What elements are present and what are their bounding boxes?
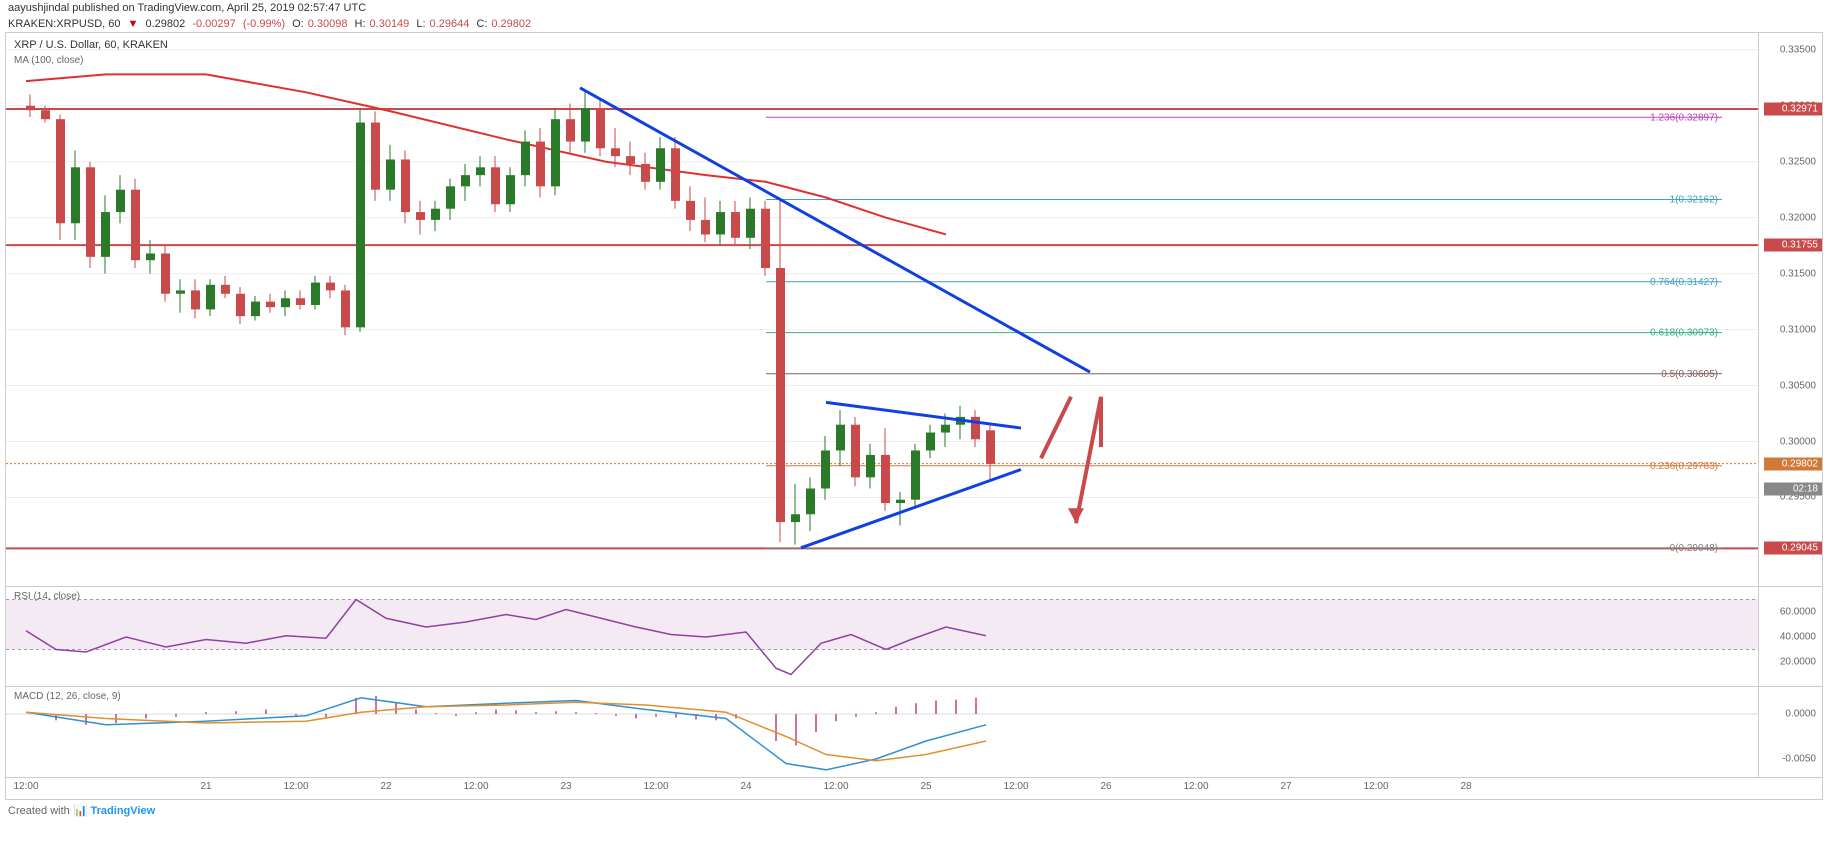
macd-axis: 0.0000-0.0050 [1758, 687, 1822, 777]
change: -0.00297 [192, 18, 235, 30]
status-bar: KRAKEN:XRPUSD, 60 ▼ 0.29802 -0.00297 (-0… [0, 16, 1828, 32]
rsi-label: RSI (14, close) [14, 591, 80, 602]
ohlc-c-label: C: [476, 18, 487, 30]
macd-label: MACD (12, 26, close, 9) [14, 691, 121, 702]
svg-text:1.236(0.32897): 1.236(0.32897) [1650, 112, 1718, 123]
ohlc-o-label: O: [292, 18, 304, 30]
ohlc-c: 0.29802 [491, 18, 531, 30]
svg-text:0.618(0.30973): 0.618(0.30973) [1650, 328, 1718, 339]
footer-text: Created with [8, 805, 70, 817]
svg-text:0(0.29048): 0(0.29048) [1670, 543, 1718, 554]
ohlc-o: 0.30098 [308, 18, 348, 30]
svg-text:0.764(0.31427): 0.764(0.31427) [1650, 277, 1718, 288]
ohlc-l-label: L: [416, 18, 425, 30]
main-chart[interactable]: XRP / U.S. Dollar, 60, KRAKEN MA (100, c… [6, 33, 1822, 587]
down-arrow-icon: ▼ [128, 18, 139, 30]
last-price: 0.29802 [146, 18, 186, 30]
chart-container: XRP / U.S. Dollar, 60, KRAKEN MA (100, c… [5, 32, 1823, 800]
svg-text:1(0.32162): 1(0.32162) [1670, 195, 1718, 206]
price-axis: 0.335000.330000.325000.320000.315000.310… [1758, 33, 1822, 586]
svg-text:0.5(0.30605): 0.5(0.30605) [1661, 369, 1718, 380]
symbol: KRAKEN:XRPUSD, 60 [8, 18, 120, 30]
chart-title: XRP / U.S. Dollar, 60, KRAKEN [14, 39, 168, 51]
time-axis: 12:002112:002212:002312:002412:002512:00… [6, 777, 1822, 799]
change-pct: (-0.99%) [243, 18, 285, 30]
rsi-panel[interactable]: RSI (14, close) 60.000040.000020.0000 [6, 587, 1822, 687]
ma-label: MA (100, close) [14, 55, 83, 66]
header-text: aayushjindal published on TradingView.co… [0, 0, 1828, 16]
ohlc-h-label: H: [355, 18, 366, 30]
rsi-axis: 60.000040.000020.0000 [1758, 587, 1822, 686]
footer: Created with 📊 TradingView [0, 800, 1828, 821]
ohlc-l: 0.29644 [430, 18, 470, 30]
macd-panel[interactable]: MACD (12, 26, close, 9) 0.0000-0.0050 [6, 687, 1822, 777]
ohlc-h: 0.30149 [370, 18, 410, 30]
svg-text:0.236(0.29783): 0.236(0.29783) [1650, 461, 1718, 472]
tradingview-logo: 📊 TradingView [74, 804, 155, 817]
